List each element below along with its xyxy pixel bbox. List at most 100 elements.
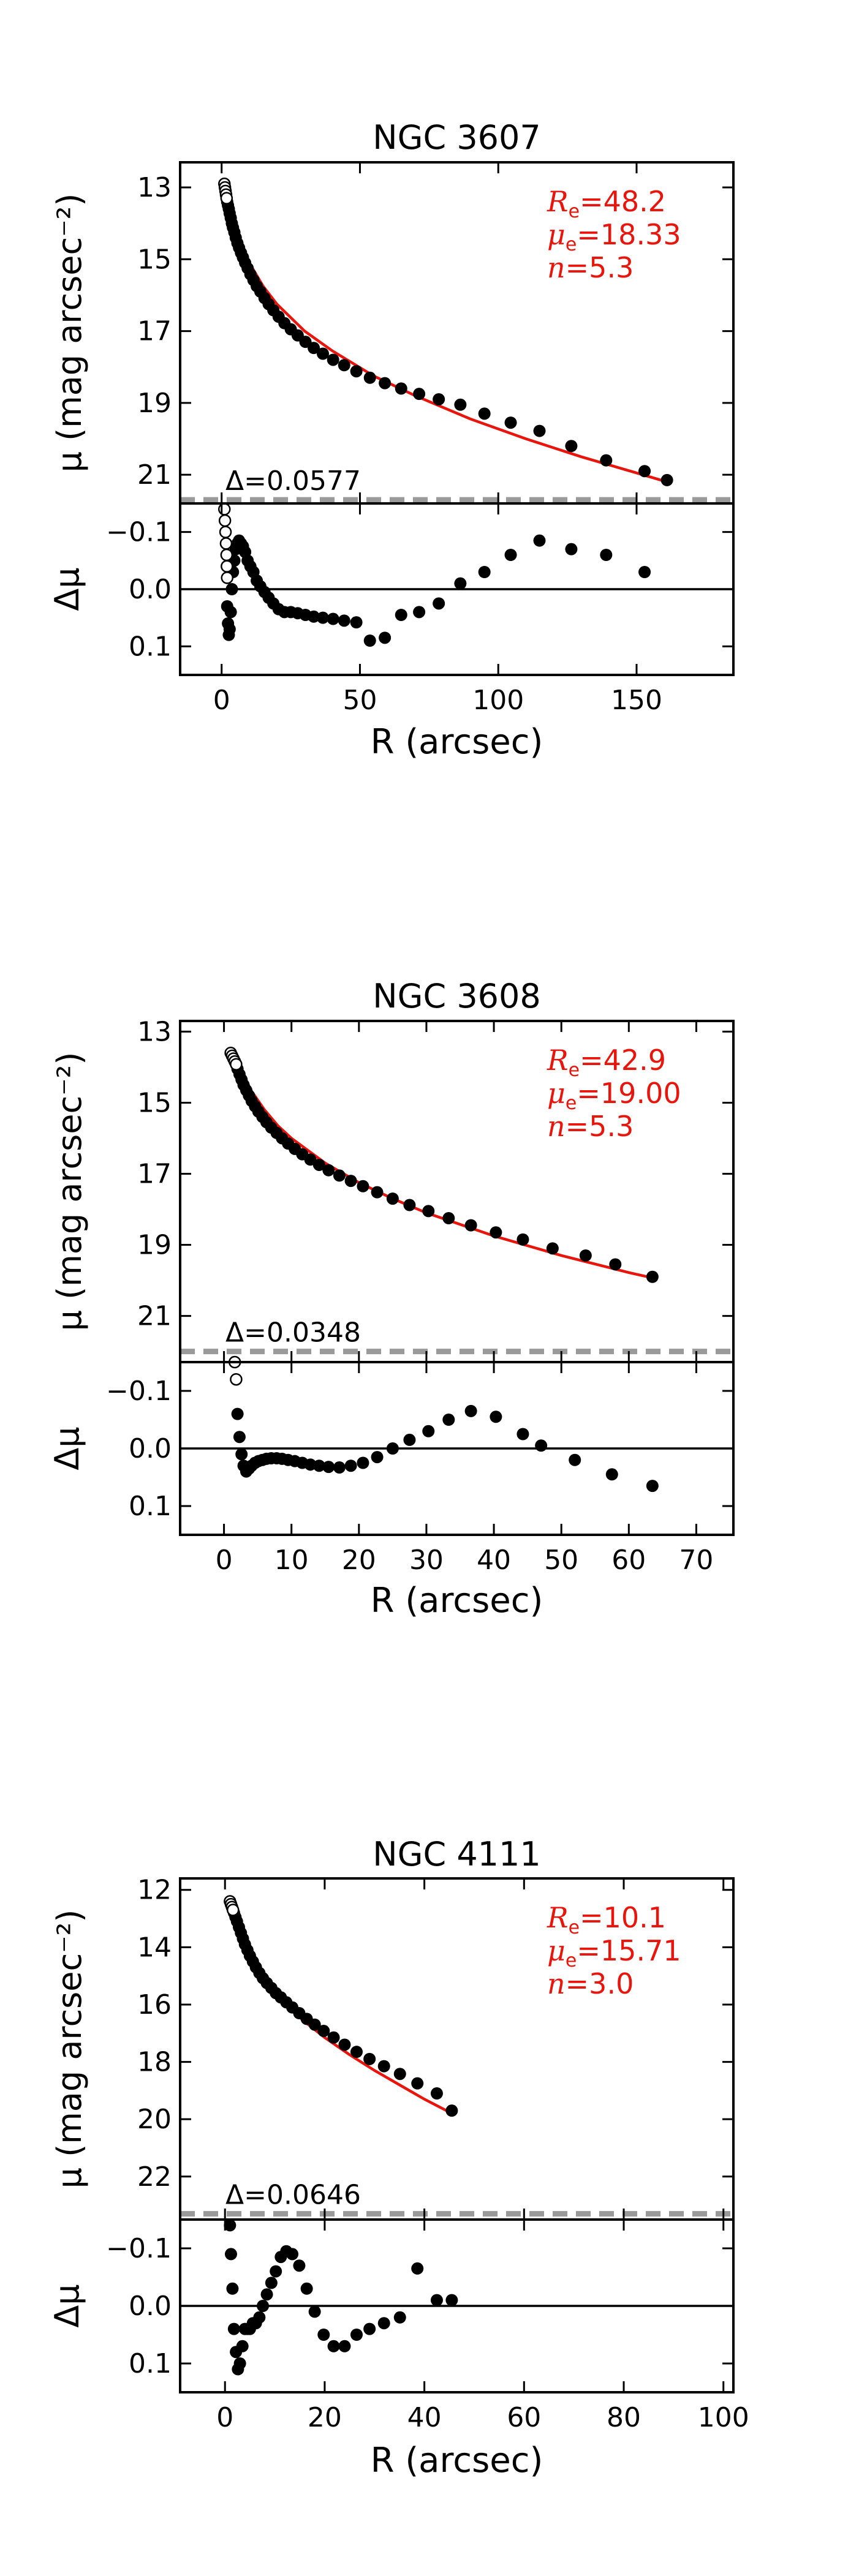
y-tick-label: 15 [137, 1087, 172, 1118]
residual-point [225, 583, 238, 595]
profile-point [395, 382, 407, 395]
residual-point [464, 1404, 477, 1417]
profile-point [403, 1199, 416, 1211]
residual-point [357, 1456, 369, 1469]
profile-point [338, 2038, 351, 2051]
profile-point [609, 1258, 622, 1271]
fit-symbol: R [547, 1901, 569, 1934]
x-tick-label: 20 [342, 1545, 376, 1576]
x-axis-label: R (arcsec) [371, 2441, 543, 2480]
x-tick-label: 150 [611, 685, 662, 716]
residual-point [646, 1480, 659, 1493]
residual-point [233, 2357, 246, 2370]
fit-mue-label: μe=19.00 [547, 1077, 681, 1114]
y-tick-label: 19 [137, 388, 172, 419]
fit-value: =5.3 [566, 1110, 634, 1143]
rms-symbol: Δ [225, 465, 244, 497]
residual-tick-label: −0.1 [106, 1376, 172, 1407]
residual-tick-label: 0.1 [129, 1491, 172, 1522]
x-tick-label: 20 [308, 2402, 342, 2433]
residual-point [231, 1407, 244, 1420]
profile-point [442, 1212, 455, 1225]
residual-point [350, 2329, 363, 2341]
chart-panel-1: NGC 3607 0 50 100 150 13 15 17 19 21 −0.1 0.0 0.1 R (… [48, 118, 735, 762]
fit-value: =3.0 [566, 1967, 634, 2000]
residual-point [433, 597, 445, 610]
chart-panel-2: NGC 3608 0 10 20 30 40 50 60 70 13 15 17 19 21 −0.1 0.0… [48, 977, 735, 1621]
residual-point [270, 2265, 282, 2278]
residual-point [333, 1461, 346, 1474]
residual-point-excluded [218, 503, 231, 516]
residual-point [363, 2322, 376, 2335]
rms-symbol: Δ [225, 2180, 244, 2211]
fit-subscript: e [566, 1093, 577, 1114]
profile-point [579, 1249, 592, 1262]
y-tick-label: 22 [137, 2161, 172, 2193]
fit-value: =18.33 [577, 218, 681, 251]
residual-point [393, 2311, 406, 2324]
fit-re-label: Re=42.9 [547, 1044, 666, 1081]
profile-point [430, 2087, 443, 2100]
fit-value: =10.1 [580, 1901, 666, 1934]
residual-point [327, 2340, 340, 2352]
fit-n-label: n=5.3 [547, 1110, 634, 1143]
fit-n-label: n=5.3 [547, 251, 634, 284]
residual-point [236, 2340, 249, 2352]
rms-label: Δ=0.0646 [225, 2180, 361, 2211]
profile-point [317, 2025, 330, 2038]
residual-tick-label: 0.0 [129, 574, 172, 605]
y-tick-label: 15 [137, 244, 172, 275]
residual-point [605, 1468, 618, 1481]
residual-tick-label: 0.1 [129, 631, 172, 662]
profile-point [316, 347, 329, 360]
residual-point [224, 2248, 237, 2261]
residual-point [316, 611, 329, 624]
profile-point [393, 2068, 406, 2081]
profile-point [533, 424, 546, 437]
x-tick-label: 0 [216, 1545, 233, 1576]
profile-point [363, 2052, 376, 2065]
residual-point [535, 1439, 548, 1452]
residual-point [286, 2248, 299, 2261]
residual-point [312, 1459, 325, 1472]
y-tick-label: 19 [137, 1230, 172, 1261]
residual-point [430, 2294, 443, 2307]
residual-point [350, 616, 363, 629]
profile-point [333, 1169, 346, 1182]
residual-point [338, 614, 350, 627]
y-tick-label: 21 [137, 1301, 172, 1332]
rms-label: Δ=0.0348 [225, 1317, 361, 1349]
fit-symbol: μ [547, 218, 566, 251]
residual-point-excluded [218, 514, 232, 527]
residual-point [413, 606, 426, 619]
residual-point [235, 1448, 248, 1461]
x-tick-label: 100 [698, 2402, 749, 2433]
fit-subscript: e [569, 201, 580, 222]
residual-point [300, 2282, 313, 2295]
residual-point-excluded [219, 537, 233, 550]
x-tick-label: 60 [611, 1545, 646, 1576]
fit-subscript: e [569, 1060, 580, 1081]
x-tick-label: 40 [407, 2402, 442, 2433]
residual-point [322, 1461, 335, 1474]
x-tick-label: 0 [216, 2402, 233, 2433]
profile-point [386, 1192, 399, 1205]
residual-point-excluded [220, 548, 233, 562]
profile-point [600, 454, 613, 467]
chart-title: NGC 3607 [373, 118, 541, 157]
residual-point [224, 2219, 237, 2232]
residual-point [344, 1459, 357, 1472]
profile-point [504, 416, 517, 429]
chart-panel-3: NGC 4111 0 20 40 60 80 100 12 14 16 18 20 22 −0.1 0.0 0… [48, 1835, 749, 2480]
fit-n-label: n=3.0 [547, 1967, 634, 2000]
profile-point [327, 353, 339, 366]
residual-point [600, 549, 613, 561]
profile-point [322, 1164, 335, 1177]
fit-value: =48.2 [580, 185, 666, 218]
profile-point [327, 2031, 340, 2044]
residual-tick-label: 0.0 [129, 2291, 172, 2322]
profile-point [490, 1226, 502, 1239]
x-tick-label: 10 [274, 1545, 309, 1576]
residual-point [386, 1442, 399, 1455]
